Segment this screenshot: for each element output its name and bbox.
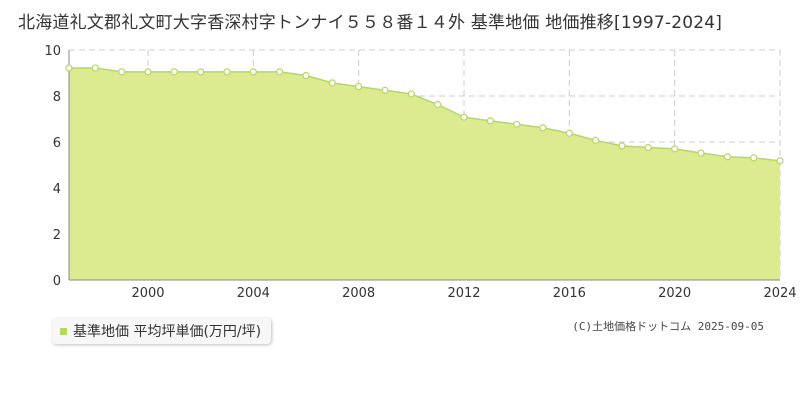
- x-tick-label: 2024: [763, 286, 796, 301]
- data-point: [170, 68, 178, 76]
- series-line: [69, 67, 781, 162]
- data-point: [302, 71, 310, 80]
- data-point: [328, 79, 336, 87]
- data-point: [750, 154, 758, 162]
- y-tick-label: 10: [44, 44, 61, 59]
- data-point: [723, 153, 731, 161]
- area-series: [69, 67, 781, 280]
- data-point: [671, 145, 679, 153]
- area-fill: [69, 67, 780, 280]
- data-point: [144, 68, 152, 76]
- y-tick-label: 6: [53, 136, 61, 151]
- data-point: [355, 82, 363, 91]
- x-tick-label: 2020: [658, 286, 691, 301]
- x-tick-label: 2000: [131, 286, 164, 301]
- x-tick-label: 2004: [237, 286, 270, 301]
- data-point: [276, 68, 284, 76]
- data-point: [381, 86, 389, 94]
- data-point: [197, 68, 205, 76]
- data-point: [407, 90, 415, 98]
- y-tick-label: 4: [53, 182, 61, 197]
- legend: 基準地価 平均坪単価(万円/坪): [52, 318, 272, 344]
- data-point: [118, 68, 126, 76]
- copyright-credit: (C)土地価格ドットコム 2025-09-05: [572, 320, 764, 333]
- data-point: [644, 143, 652, 152]
- x-tick-label: 2016: [553, 286, 586, 301]
- data-point: [592, 136, 600, 144]
- data-point: [249, 68, 257, 76]
- data-point: [539, 124, 547, 132]
- data-point: [223, 68, 231, 76]
- legend-swatch: [60, 327, 67, 335]
- data-point: [486, 117, 494, 125]
- axes: [68, 50, 780, 281]
- data-point: [434, 100, 442, 109]
- data-point: [65, 64, 73, 72]
- data-point: [91, 64, 99, 72]
- y-tick-label: 2: [53, 228, 61, 243]
- x-tick-label: 2012: [447, 286, 480, 301]
- data-point: [460, 113, 468, 121]
- data-point: [697, 149, 705, 157]
- tick-labels: 0 2 4 6 8 10 2000 2004 2008 2012 2016 2020 2024: [44, 44, 796, 301]
- x-tick-label: 2008: [342, 286, 375, 301]
- data-point: [565, 129, 573, 137]
- data-point: [513, 120, 521, 128]
- y-tick-label: 8: [53, 90, 61, 105]
- chart-title: 北海道礼文郡礼文町大字香深村字トンナイ５５８番１４外 基準地価 地価推移[199…: [18, 13, 723, 33]
- data-markers: [65, 64, 784, 165]
- data-point: [618, 142, 626, 150]
- data-point: [776, 157, 784, 165]
- legend-label: 基準地価 平均坪単価(万円/坪): [73, 324, 262, 340]
- y-tick-label: 0: [53, 274, 61, 289]
